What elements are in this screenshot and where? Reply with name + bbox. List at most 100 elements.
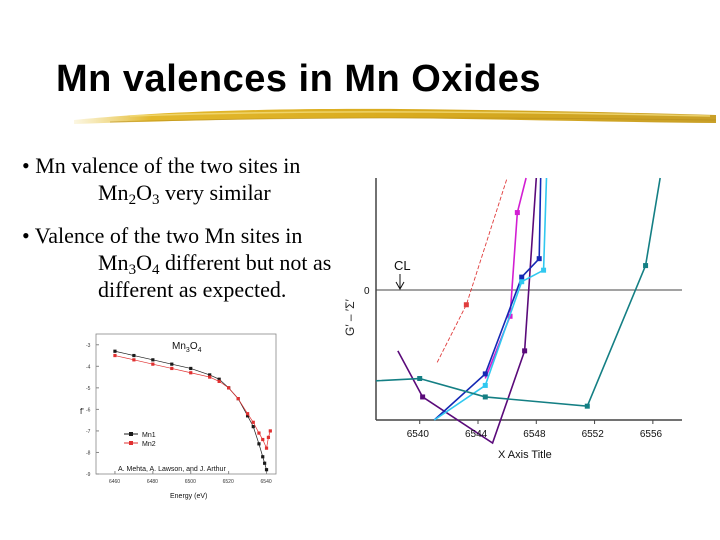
series-marker	[519, 279, 525, 285]
formula-subscript: 4	[151, 262, 160, 278]
x-tick-label: 6544	[465, 429, 488, 440]
x-tick-label: 6460	[109, 479, 120, 485]
series-marker	[417, 376, 423, 382]
bullet-text: very similar	[159, 180, 271, 205]
series-marker	[261, 455, 265, 459]
bullet-text: • Valence of the two Mn sites in	[22, 223, 303, 248]
plot-area	[375, 178, 682, 421]
bullet-text: • Mn valence of the two sites in	[22, 153, 301, 178]
formula-element: Mn	[98, 180, 129, 205]
y-tick-label: -9	[86, 472, 91, 478]
series-marker	[420, 394, 426, 400]
series-marker	[264, 468, 269, 472]
series-line	[114, 355, 271, 450]
legend-label-mn2: Mn2	[142, 441, 156, 448]
bullet-formula-line: Mn3O4 different but not as	[22, 249, 332, 278]
series-marker	[236, 397, 240, 401]
series-marker	[463, 302, 469, 308]
formula-element: O	[136, 180, 152, 205]
chart-title: Mn3O4	[172, 341, 202, 354]
series-marker	[170, 362, 174, 366]
series-line	[484, 177, 527, 379]
bullet-mn3o4: • Valence of the two Mn sites in Mn3O4 d…	[22, 222, 331, 303]
series-marker	[208, 375, 212, 379]
series-marker	[227, 386, 231, 390]
formula-subscript: 3	[151, 192, 160, 208]
series-marker	[584, 403, 590, 409]
bullet-text: different as expected.	[98, 277, 287, 302]
legend-label-mn1: Mn1	[142, 432, 156, 439]
y-tick-label: -8	[86, 450, 91, 456]
x-axis-label: X Axis Title	[498, 449, 552, 461]
y-tick-label: -3	[86, 343, 91, 349]
series-marker	[514, 210, 520, 216]
bullet-list: • Mn valence of the two sites in Mn2O3 v…	[22, 152, 331, 319]
series-marker	[151, 358, 155, 362]
y-tick-label-zero: 0	[364, 286, 370, 297]
series-marker	[643, 263, 649, 269]
formula-element: O	[136, 250, 152, 275]
x-tick-label: 6552	[582, 429, 605, 440]
x-tick-label: 6480	[147, 479, 158, 485]
series-marker	[113, 353, 117, 358]
x-tick-group: 6540 6544 6548 6552 6556	[407, 420, 663, 440]
series-marker	[482, 371, 488, 377]
mn3o4-fprime-chart: -3 -4 -5 -6 -7 -8 -9 6460 6480 6500 6520 6540 Mn3O4…	[80, 333, 277, 500]
series-marker	[257, 442, 261, 446]
credit-text: A. Mehta, A. Lawson, and J. Arthur	[118, 466, 226, 473]
x-tick-label: 6520	[223, 479, 234, 485]
series-marker	[251, 420, 255, 424]
y-axis-label: G′ – ′Σ′	[343, 298, 357, 336]
series-line	[433, 177, 548, 421]
series-marker	[132, 353, 136, 358]
x-tick-label: 6540	[261, 479, 272, 485]
bullet-mn2o3: • Mn valence of the two sites in Mn2O3 v…	[22, 152, 331, 208]
x-tick-label: 6540	[407, 429, 430, 440]
y-tick-label: -5	[86, 386, 91, 392]
series-marker	[208, 373, 212, 377]
series-line	[397, 177, 538, 445]
x-tick-label: 6500	[185, 479, 196, 485]
title-underline-brush	[74, 108, 717, 124]
series-marker	[189, 371, 193, 375]
series-line	[375, 177, 661, 408]
series-line	[436, 177, 508, 363]
formula-subscript: 2	[128, 192, 137, 208]
x-tick-label: 6556	[640, 429, 663, 440]
formula-element: Mn	[98, 250, 129, 275]
series-marker	[266, 435, 271, 439]
y-tick-label: -6	[86, 407, 91, 413]
series-marker	[245, 412, 250, 416]
x-tick-label: 6548	[523, 429, 546, 440]
bullet-formula-line: Mn2O3 very similar	[22, 179, 331, 208]
series-marker	[170, 366, 174, 371]
plot-frame	[95, 333, 277, 475]
series-marker	[151, 362, 155, 366]
x-axis-label: Energy (eV)	[170, 493, 207, 500]
series-marker	[217, 379, 221, 383]
legend-marker-mn2	[129, 441, 133, 445]
derivative-chart: 6540 6544 6548 6552 6556 0 CL G′ – ′Σ′ X Axi…	[343, 177, 682, 461]
slide-title: Mn valences in Mn Oxides	[56, 58, 542, 100]
series-marker	[113, 349, 117, 353]
series-marker	[132, 358, 136, 362]
series-marker	[482, 382, 488, 388]
series-marker	[257, 431, 261, 435]
series-marker	[261, 437, 265, 442]
y-tick-label: -4	[86, 364, 91, 370]
series-marker	[245, 414, 250, 418]
series-marker	[519, 274, 525, 280]
series-group	[375, 177, 661, 445]
cl-arrowhead	[395, 281, 405, 291]
series-marker	[263, 461, 267, 465]
series-marker	[217, 377, 221, 381]
series-marker	[541, 267, 547, 273]
series-marker	[268, 429, 272, 433]
series-marker	[482, 394, 488, 400]
tick-group: -3 -4 -5 -6 -7 -8 -9 6460 6480 6500 6520 6540	[86, 343, 272, 485]
y-tick-label: -7	[86, 429, 91, 435]
series-group	[113, 349, 272, 472]
y-axis-label: f'	[80, 407, 84, 416]
bullet-text: different but not as	[159, 250, 332, 275]
series-marker	[522, 348, 528, 354]
